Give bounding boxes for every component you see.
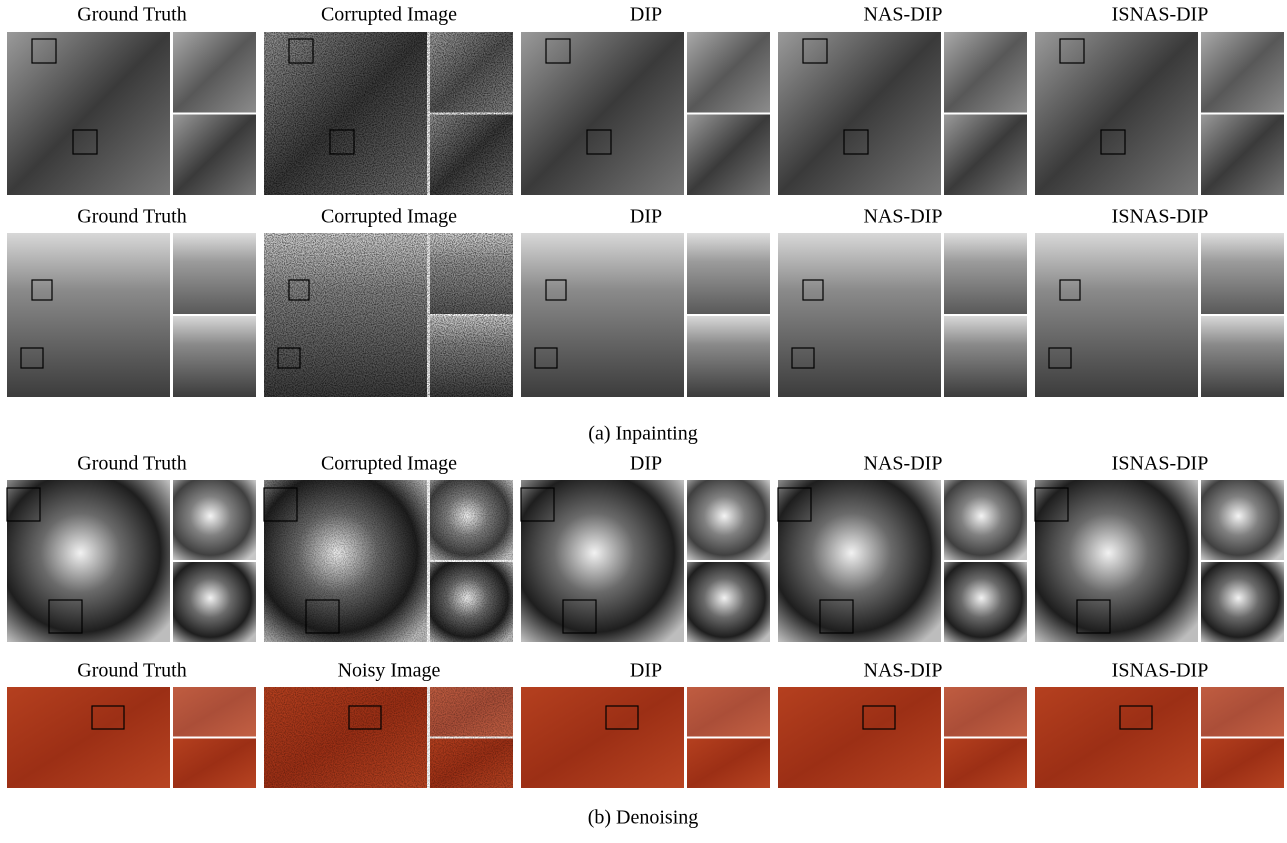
crop-image xyxy=(944,739,1027,789)
panel-label: DIP xyxy=(630,660,662,682)
crop-image xyxy=(944,562,1027,642)
figure: Ground Truth Corrupted Image DIP NAS-DIP ISN… xyxy=(0,0,1287,838)
panel-label: Corrupted Image xyxy=(321,206,457,228)
main-image xyxy=(521,480,684,642)
panel-label: DIP xyxy=(630,206,662,228)
noise-overlay xyxy=(264,32,513,195)
crop-image xyxy=(687,316,770,397)
caption: (b) Denoising xyxy=(588,807,699,829)
crop-image xyxy=(1201,687,1284,737)
crop-image xyxy=(944,32,1027,113)
panel-label: NAS-DIP xyxy=(864,453,943,475)
crop-image xyxy=(687,687,770,737)
panel-label: ISNAS-DIP xyxy=(1112,4,1209,26)
crop-image xyxy=(687,233,770,314)
noise-overlay xyxy=(264,233,513,397)
panel-label: ISNAS-DIP xyxy=(1112,453,1209,475)
page: Ground Truth Corrupted Image DIP NAS-DIP ISN… xyxy=(0,0,1287,838)
panel-label: Ground Truth xyxy=(77,660,186,682)
crop-image xyxy=(687,480,770,560)
main-image xyxy=(521,233,684,397)
crop-image xyxy=(1201,480,1284,560)
crop-image xyxy=(173,32,256,113)
panel-label: DIP xyxy=(630,4,662,26)
panel-label: ISNAS-DIP xyxy=(1112,660,1209,682)
main-image xyxy=(7,687,170,788)
noise-overlay xyxy=(264,480,513,642)
crop-image xyxy=(1201,32,1284,113)
crop-image xyxy=(1201,233,1284,314)
crop-image xyxy=(687,115,770,196)
crop-image xyxy=(173,562,256,642)
main-image xyxy=(778,480,941,642)
panel-label: Noisy Image xyxy=(338,660,441,682)
crop-image xyxy=(944,687,1027,737)
panel-label: NAS-DIP xyxy=(864,206,943,228)
crop-image xyxy=(173,233,256,314)
panel-label: Ground Truth xyxy=(77,453,186,475)
caption: (a) Inpainting xyxy=(588,423,697,445)
crop-image xyxy=(1201,316,1284,397)
noise-overlay xyxy=(264,687,513,788)
crop-image xyxy=(1201,739,1284,789)
crop-image xyxy=(173,687,256,737)
main-image xyxy=(1035,480,1198,642)
main-image xyxy=(1035,233,1198,397)
crop-image xyxy=(687,562,770,642)
panel-label: NAS-DIP xyxy=(864,660,943,682)
main-image xyxy=(778,233,941,397)
crop-image xyxy=(1201,115,1284,196)
crop-image xyxy=(1201,562,1284,642)
panel-label: Ground Truth xyxy=(77,4,186,26)
panel-label: DIP xyxy=(630,453,662,475)
crop-image xyxy=(944,480,1027,560)
crop-image xyxy=(944,233,1027,314)
panel-label: Corrupted Image xyxy=(321,4,457,26)
main-image xyxy=(521,687,684,788)
panel-label: Corrupted Image xyxy=(321,453,457,475)
crop-image xyxy=(944,316,1027,397)
crop-image xyxy=(173,739,256,789)
crop-image xyxy=(173,316,256,397)
crop-image xyxy=(687,739,770,789)
panel-label: Ground Truth xyxy=(77,206,186,228)
crop-image xyxy=(173,115,256,196)
panel-label: ISNAS-DIP xyxy=(1112,206,1209,228)
panel-label: NAS-DIP xyxy=(864,4,943,26)
main-image xyxy=(7,480,170,642)
main-image xyxy=(778,687,941,788)
main-image xyxy=(1035,687,1198,788)
crop-image xyxy=(687,32,770,113)
crop-image xyxy=(173,480,256,560)
crop-image xyxy=(944,115,1027,196)
main-image xyxy=(7,233,170,397)
